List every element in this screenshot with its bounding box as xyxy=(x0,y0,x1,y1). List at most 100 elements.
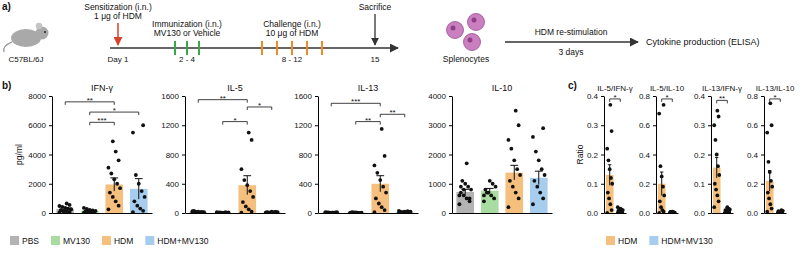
data-point xyxy=(407,211,411,213)
x-axis-line xyxy=(712,213,734,214)
x-axis-line xyxy=(657,213,679,214)
chart-title: IL-13/IL-10 xyxy=(756,84,795,93)
step-label: 3 days xyxy=(558,47,583,57)
y-axis-line xyxy=(52,97,53,214)
data-point xyxy=(459,185,463,189)
data-point xyxy=(274,210,278,213)
y-axis-line xyxy=(656,97,657,214)
data-point xyxy=(375,171,379,175)
y-tick-mark xyxy=(49,184,52,185)
data-point xyxy=(462,194,466,198)
data-point xyxy=(514,109,518,113)
data-point xyxy=(192,209,196,213)
bar xyxy=(481,191,499,213)
y-tick-label: 1000 xyxy=(428,180,446,189)
y-tick: 0.2 xyxy=(587,151,604,160)
data-point xyxy=(617,210,621,213)
data-point xyxy=(107,207,111,211)
y-axis: 0.00.10.20.30.4 xyxy=(587,92,605,218)
y-tick-label: 0.1 xyxy=(587,180,599,189)
y-tick-mark xyxy=(182,155,185,156)
y-tick: 800 xyxy=(166,151,185,160)
y-tick: 0.6 xyxy=(747,121,764,130)
data-point xyxy=(609,176,613,180)
data-point xyxy=(482,194,486,198)
y-tick-label: 800 xyxy=(299,151,313,160)
error-bar xyxy=(135,179,143,199)
panel-label: b) xyxy=(2,80,11,91)
data-point xyxy=(466,185,470,189)
y-tick-label: 0.4 xyxy=(747,151,759,160)
error-cap xyxy=(715,157,718,158)
data-point xyxy=(610,129,614,133)
data-point xyxy=(770,123,774,127)
y-tick-mark xyxy=(653,96,656,97)
y-tick: 0.2 xyxy=(694,151,711,160)
error-bar xyxy=(376,176,384,192)
data-point xyxy=(767,196,771,200)
data-point xyxy=(141,123,145,127)
cells-label: Splenocytes xyxy=(443,54,489,64)
challenge-tick xyxy=(291,41,293,55)
y-axis-line xyxy=(185,97,186,214)
y-axis-line xyxy=(318,97,319,214)
y-tick: 0.1 xyxy=(694,180,711,189)
data-point xyxy=(511,185,515,189)
y-tick-mark xyxy=(761,155,764,156)
y-tick: 0.0 xyxy=(694,209,711,218)
data-point xyxy=(114,150,118,154)
data-point xyxy=(383,154,387,158)
significance-label: * xyxy=(613,93,616,102)
plot-area xyxy=(765,101,784,213)
chart-title: IL-13/IFN-γ xyxy=(702,84,742,93)
data-point xyxy=(715,109,719,113)
data-point xyxy=(134,173,138,177)
y-tick-label: 0.4 xyxy=(694,92,706,101)
y-tick-mark xyxy=(182,184,185,185)
y-tick: 0 xyxy=(175,209,185,218)
data-point xyxy=(540,167,544,171)
data-point xyxy=(492,196,496,200)
y-tick: 0.0 xyxy=(639,209,656,218)
y-axis: 040080012001600 xyxy=(161,92,185,218)
data-point xyxy=(331,211,335,213)
legend-label: HDM+MV130 xyxy=(157,236,209,246)
plot-area xyxy=(657,103,676,213)
y-tick-label: 0 xyxy=(308,209,313,218)
y-tick: 400 xyxy=(299,180,318,189)
y-tick-mark xyxy=(49,155,52,156)
plot-area xyxy=(456,109,547,213)
y-tick-label: 0.0 xyxy=(587,209,599,218)
data-point xyxy=(514,191,518,195)
data-point xyxy=(494,185,498,189)
y-tick-mark xyxy=(182,213,185,214)
data-point xyxy=(240,211,244,213)
y-tick: 2000 xyxy=(428,151,452,160)
x-axis xyxy=(53,213,153,214)
data-point xyxy=(532,179,536,183)
chart-title: IL-13 xyxy=(358,83,379,93)
data-point xyxy=(215,211,219,213)
x-axis-line xyxy=(319,213,419,214)
data-point xyxy=(515,167,519,171)
y-tick: 0.8 xyxy=(639,92,656,101)
data-point xyxy=(482,199,486,203)
data-point xyxy=(662,103,666,107)
y-tick: 0.3 xyxy=(587,121,604,130)
error-bar xyxy=(510,165,518,180)
y-tick-mark xyxy=(761,213,764,214)
data-point xyxy=(662,194,666,198)
data-point xyxy=(509,147,513,151)
y-tick-mark xyxy=(449,155,452,156)
data-point xyxy=(250,138,254,142)
data-point xyxy=(660,175,664,179)
y-tick-mark xyxy=(49,213,52,214)
data-point xyxy=(713,182,717,186)
data-point xyxy=(251,195,255,199)
data-point xyxy=(384,191,388,195)
data-point xyxy=(381,185,385,189)
day-label: Day 1 xyxy=(108,55,129,64)
data-point xyxy=(659,205,663,209)
chart: 040080012001600IL-13******* xyxy=(294,83,418,218)
significance-label: * xyxy=(233,116,236,125)
